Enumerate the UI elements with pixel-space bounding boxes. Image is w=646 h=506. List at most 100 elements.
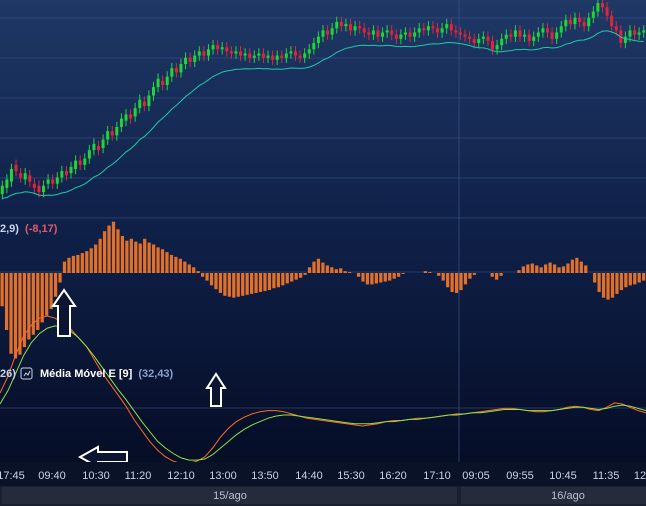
candle-body [197, 51, 201, 56]
candle-body [564, 19, 568, 27]
macd-bar [557, 267, 561, 273]
candle-body [468, 36, 472, 39]
macd-bar [370, 273, 374, 285]
time-tick-label: 17:10 [423, 470, 451, 482]
date-cell-2[interactable] [461, 487, 646, 504]
time-tick-label: 17:45 [0, 470, 25, 482]
candle-body [184, 57, 188, 64]
candle-body [326, 30, 330, 35]
candle-body [403, 32, 407, 35]
macd-bar [446, 273, 450, 288]
macd-bar [183, 261, 187, 273]
macd-bar [637, 273, 641, 283]
chart-settings-icon[interactable] [20, 367, 33, 380]
macd-bar [58, 273, 62, 283]
macd-bar [218, 273, 223, 293]
macd-bar [71, 255, 76, 273]
macd-bar [111, 221, 116, 273]
macd-bar [236, 273, 240, 297]
macd-bar [307, 267, 312, 273]
candle-body [252, 55, 256, 58]
time-tick-label: 09:40 [38, 470, 66, 482]
macd-bar [468, 273, 472, 279]
macd-bar [601, 273, 606, 298]
macd-bar [89, 248, 93, 273]
candle-body [5, 179, 9, 188]
macd-bar [472, 273, 477, 275]
macd-bar [18, 273, 22, 355]
macd-bar [116, 229, 120, 273]
candle-body [147, 95, 151, 106]
macd-bar [539, 267, 543, 273]
candle-body [206, 49, 210, 56]
macd-bar [552, 264, 557, 273]
candle-body [353, 26, 357, 31]
macd-bar [401, 273, 405, 274]
macd-bar [31, 273, 35, 335]
macd-bar [383, 273, 387, 282]
time-tick-label: 12:10 [167, 470, 195, 482]
macd-bar [521, 266, 526, 273]
candle-body [248, 53, 252, 58]
macd-bar [241, 273, 245, 296]
candle-body [518, 30, 522, 37]
macd-bar [53, 273, 58, 297]
macd-bar [624, 273, 628, 288]
candle-body [225, 47, 229, 52]
candle-body [142, 101, 146, 106]
candle-body [550, 32, 554, 39]
candle-body [495, 45, 499, 50]
macd-bar [80, 253, 84, 273]
macd-bar [294, 273, 298, 280]
macd-bar [200, 273, 205, 277]
macd-bar [276, 273, 280, 288]
candle-body [138, 99, 142, 109]
macd-bar [441, 273, 445, 281]
oscillator-line-green [0, 325, 646, 461]
candle-body [119, 118, 123, 127]
macd-bar [196, 271, 200, 273]
lower-legend-prefix: 26) [0, 368, 16, 380]
candle-body [69, 166, 73, 174]
candle-body [541, 28, 545, 33]
candle-body [358, 26, 362, 29]
candle-body [14, 164, 18, 172]
macd-bar [356, 273, 361, 277]
candle-body [193, 55, 197, 62]
candle-body [124, 114, 128, 121]
candle-body [623, 36, 627, 43]
macd-bar [397, 273, 401, 277]
candle-body [289, 51, 293, 54]
candle-body [449, 24, 453, 31]
candle-body [371, 30, 375, 35]
candle-body [472, 38, 476, 43]
candle-body [133, 108, 137, 117]
time-tick-label: 10:45 [549, 470, 577, 482]
ema-value: (32,43) [138, 368, 173, 380]
candle-body [477, 38, 481, 43]
candle-body [129, 114, 133, 119]
candle-body [582, 22, 586, 27]
candle-body [165, 76, 169, 85]
candle-body [394, 34, 398, 39]
candle-body [559, 26, 563, 33]
candle-body [170, 68, 174, 77]
candle-body [60, 171, 64, 178]
macd-bar [330, 267, 334, 273]
macd-bar [138, 243, 142, 273]
candle-body [605, 7, 609, 16]
candle-body [536, 32, 540, 37]
candle-body [362, 28, 366, 33]
candle-body [504, 34, 508, 39]
date-cell-1[interactable] [2, 487, 457, 504]
macd-bar [285, 273, 289, 284]
macd-bar [610, 273, 615, 298]
macd-bar [490, 273, 494, 277]
time-axis [0, 462, 646, 486]
candle-body [509, 34, 513, 37]
candle-body [92, 143, 96, 151]
candle-body [28, 175, 32, 182]
macd-bar [348, 272, 352, 273]
macd-bar [263, 273, 267, 292]
